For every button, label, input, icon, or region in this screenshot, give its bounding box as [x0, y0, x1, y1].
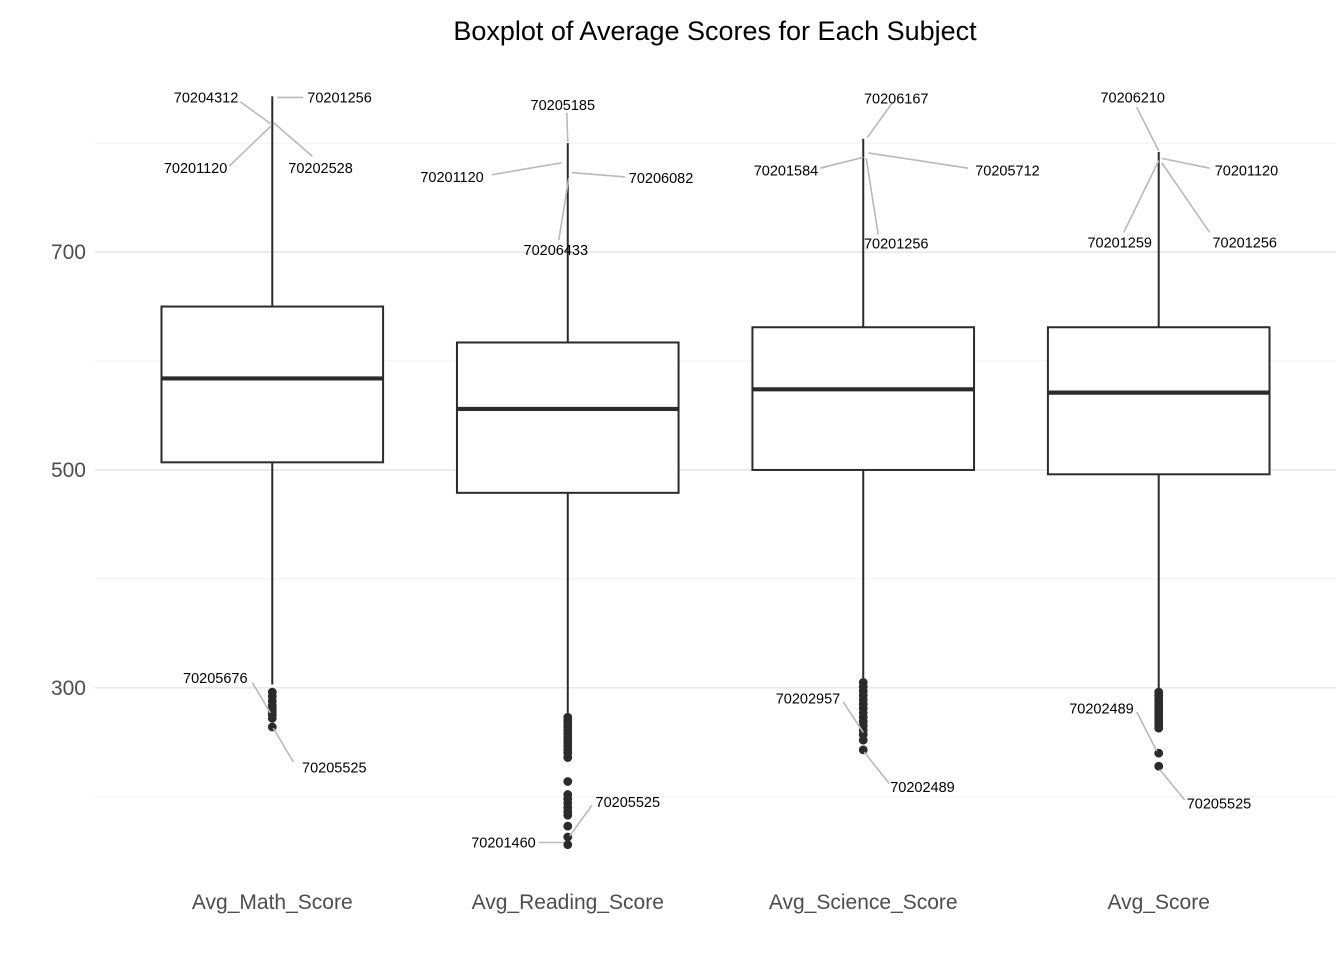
annotation-leader-line	[565, 112, 569, 143]
annotation-label: 70202489	[1069, 702, 1134, 718]
outlier-point	[563, 777, 573, 786]
boxplots-layer	[160, 96, 1271, 850]
annotation-leader-line	[491, 161, 562, 176]
annotation-leader-line	[863, 751, 890, 785]
outlier-point	[1154, 723, 1164, 733]
annotation-label: 70205525	[302, 760, 367, 776]
outlier-point	[563, 821, 573, 831]
annotation-leader-line	[228, 125, 272, 167]
annotations-layer: 70204312 70201256 70201120 70202528 70205676…	[164, 90, 1278, 851]
annotation-label: 70201256	[1212, 235, 1277, 251]
outlier-point	[267, 713, 277, 723]
annotation-leader-line	[866, 102, 893, 139]
annotation-label: 70205525	[1187, 796, 1252, 812]
outlier-point	[563, 840, 573, 850]
annotation-label: 70201460	[471, 835, 536, 851]
annotation-label: 70201584	[754, 163, 819, 179]
annotation-label: 70205676	[183, 671, 248, 687]
annotation-label: 70206210	[1100, 90, 1165, 106]
x-axis-category-label: Avg_Science_Score	[769, 891, 958, 914]
outlier-point	[858, 745, 868, 755]
annotation-label: 70204312	[174, 90, 239, 106]
chart-title: Boxplot of Average Scores for Each Subje…	[453, 16, 977, 46]
boxplot-box	[455, 341, 680, 494]
boxplot-box	[160, 305, 385, 464]
annotation-label: 70201256	[307, 90, 372, 106]
annotation-leader-line	[865, 158, 880, 235]
axis-labels-layer: 300 500 700 Avg_Math_Score Avg_Reading_Score…	[51, 241, 1210, 914]
x-axis-category-label: Avg_Score	[1108, 891, 1210, 914]
annotation-leader-line	[251, 681, 271, 714]
boxplot-box	[1046, 326, 1271, 476]
x-axis-category-label: Avg_Reading_Score	[472, 891, 664, 914]
annotation-label: 70201120	[164, 161, 227, 177]
outlier-point	[1154, 761, 1164, 771]
outlier-point	[563, 810, 573, 820]
y-axis-tick-label: 700	[51, 241, 86, 264]
annotation-label: 70205185	[531, 98, 596, 114]
annotation-leader-line	[868, 152, 969, 169]
x-axis-category-label: Avg_Math_Score	[192, 891, 353, 914]
annotation-label: 70205712	[975, 163, 1040, 179]
boxplot-box	[751, 326, 976, 471]
annotation-leader-line	[272, 727, 294, 763]
boxplot-Avg_Math_Score	[160, 96, 385, 732]
annotation-label: 70201256	[864, 236, 929, 252]
annotation-leader-line	[1136, 106, 1160, 152]
annotation-leader-line	[239, 101, 271, 125]
annotation-label: 70202957	[776, 692, 841, 708]
annotation-label: 70202528	[288, 161, 353, 177]
annotation-leader-line	[571, 171, 625, 178]
annotation-leader-line	[557, 177, 570, 241]
boxplot-Avg_Score	[1046, 151, 1271, 771]
annotation-leader-line	[1122, 160, 1160, 233]
annotation-leader-line	[569, 804, 593, 837]
annotation-leader-line	[1159, 769, 1186, 801]
annotation-label: 70206082	[629, 171, 694, 187]
y-axis-tick-label: 500	[51, 459, 86, 482]
annotation-leader-line	[1136, 711, 1158, 752]
y-axis-tick-label: 300	[51, 677, 86, 700]
annotation-leader-line	[272, 121, 313, 157]
annotation-label: 70201120	[1215, 163, 1278, 179]
boxplot-Avg_Reading_Score	[455, 143, 680, 850]
annotation-label: 70206167	[864, 91, 929, 107]
annotation-label: 70201259	[1087, 235, 1152, 251]
annotation-leader-line	[1161, 162, 1211, 233]
annotation-leader-line	[842, 701, 864, 733]
annotation-label: 70202489	[890, 780, 955, 796]
annotation-label: 70205525	[596, 795, 661, 811]
annotation-label: 70201120	[420, 170, 483, 186]
boxplot-Avg_Science_Score	[751, 138, 976, 755]
annotation-label: 70206433	[524, 243, 589, 259]
annotation-leader-line	[1161, 157, 1210, 169]
outlier-point	[563, 753, 573, 762]
outlier-point	[858, 735, 868, 745]
annotation-leader-line	[820, 156, 864, 169]
